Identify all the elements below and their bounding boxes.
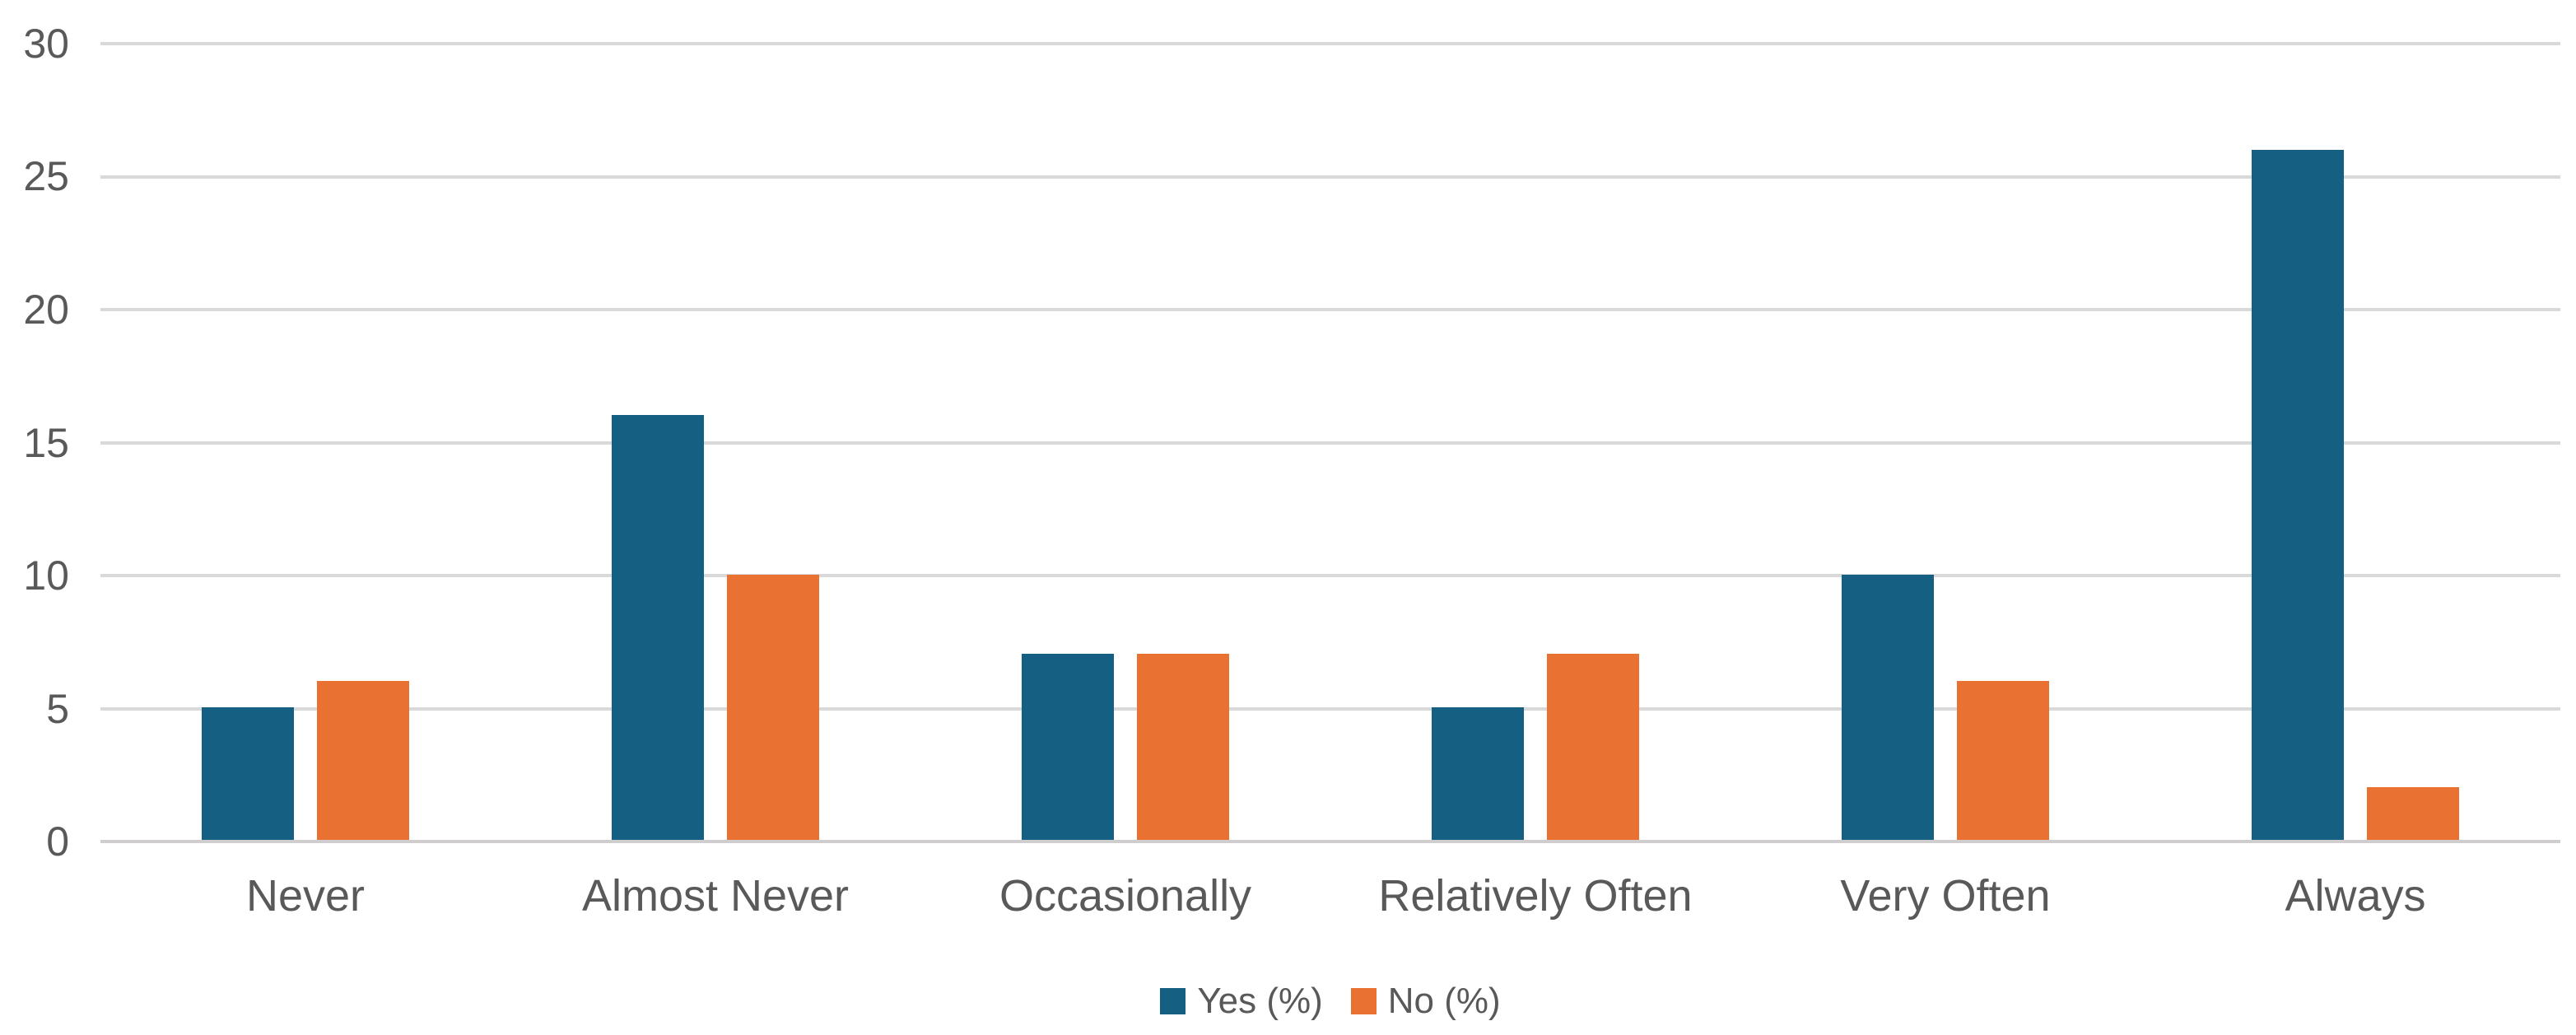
legend-item-no: No (%)	[1350, 981, 1501, 1021]
bar-group-never	[100, 44, 510, 840]
x-tick-label-relatively-often: Relatively Often	[1378, 871, 1693, 921]
bar-yes-almost-never	[612, 415, 704, 840]
legend-label: No (%)	[1387, 981, 1501, 1021]
y-tick-label-15: 15	[23, 419, 69, 466]
legend-item-yes: Yes (%)	[1160, 981, 1323, 1021]
y-axis: 0 5 10 15 20 25 30	[0, 23, 69, 862]
bar-no-relatively-often	[1547, 654, 1639, 840]
gridline-20	[100, 308, 2560, 312]
bar-no-very-often	[1957, 680, 2049, 840]
y-tick-label-0: 0	[46, 818, 69, 865]
x-tick-label-almost-never: Almost Never	[581, 871, 850, 921]
x-tick-label-never: Never	[245, 871, 366, 921]
y-tick-label-20: 20	[23, 286, 69, 333]
legend: Yes (%) No (%)	[100, 981, 2560, 1021]
bar-group-almost-never	[510, 44, 920, 840]
legend-label: Yes (%)	[1197, 981, 1323, 1021]
bar-no-occasionally	[1137, 654, 1229, 840]
x-axis: Never Almost Never Occasionally Relatively …	[100, 871, 2560, 921]
y-tick-label-10: 10	[23, 552, 69, 599]
legend-swatch-icon	[1350, 988, 1377, 1014]
bar-group-very-often	[1740, 44, 2150, 840]
y-tick-label-30: 30	[23, 21, 69, 67]
legend-swatch-icon	[1160, 988, 1186, 1014]
bar-group-always	[2150, 44, 2560, 840]
y-tick-label-25: 25	[23, 153, 69, 200]
x-tick-label-occasionally: Occasionally	[999, 871, 1252, 921]
gridline-25	[100, 175, 2560, 179]
bar-group-occasionally	[920, 44, 1330, 840]
plot-area	[100, 42, 2560, 843]
gridline-30	[100, 42, 2560, 45]
bar-no-almost-never	[727, 574, 819, 840]
bar-yes-always	[2252, 149, 2344, 840]
x-axis-line	[100, 840, 2560, 843]
bar-no-always	[2367, 786, 2459, 840]
bar-group-relatively-often	[1330, 44, 1740, 840]
bar-yes-relatively-often	[1432, 706, 1524, 840]
bar-yes-very-often	[1842, 574, 1934, 840]
bar-yes-occasionally	[1022, 654, 1114, 840]
bar-no-never	[317, 680, 409, 840]
gridline-5	[100, 706, 2560, 711]
gridline-15	[100, 441, 2560, 445]
bar-yes-never	[202, 706, 294, 840]
y-tick-label-5: 5	[46, 685, 69, 732]
bar-groups	[100, 44, 2560, 840]
x-tick-label-always: Always	[2285, 871, 2426, 921]
gridline-10	[100, 574, 2560, 578]
x-tick-label-very-often: Very Often	[1840, 871, 2051, 921]
